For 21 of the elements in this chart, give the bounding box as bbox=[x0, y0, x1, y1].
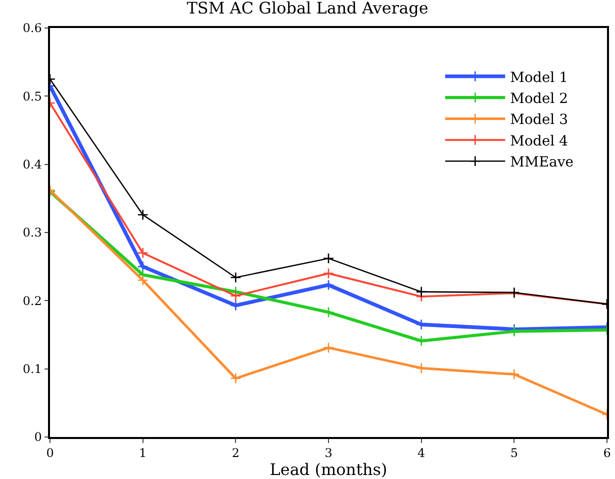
y-tick-label: 0.1 bbox=[22, 362, 42, 376]
x-tick-label: 2 bbox=[232, 446, 240, 460]
y-tick-label: 0.5 bbox=[22, 89, 42, 104]
legend-label: Model 2 bbox=[510, 90, 568, 107]
x-tick-label: 0 bbox=[46, 446, 54, 460]
y-tick-label: 0 bbox=[34, 430, 42, 444]
y-tick-label: 0.2 bbox=[22, 294, 42, 308]
x-tick-label: 6 bbox=[603, 446, 611, 460]
y-tick-label: 0.6 bbox=[22, 21, 42, 36]
legend-label: Model 3 bbox=[510, 112, 568, 128]
x-tick-label: 5 bbox=[510, 446, 518, 460]
y-tick-label: 0.3 bbox=[22, 226, 42, 240]
legend-label: Model 1 bbox=[510, 70, 568, 86]
y-tick-label: 0.4 bbox=[22, 158, 42, 172]
legend-label: MMEave bbox=[510, 154, 574, 171]
x-axis-title: Lead (months) bbox=[270, 460, 388, 479]
legend-label: Model 4 bbox=[510, 133, 568, 150]
x-tick-label: 4 bbox=[418, 446, 426, 460]
x-tick-label: 3 bbox=[324, 446, 332, 460]
x-tick-label: 1 bbox=[139, 446, 147, 460]
chart-title: TSM AC Global Land Average bbox=[186, 0, 428, 18]
